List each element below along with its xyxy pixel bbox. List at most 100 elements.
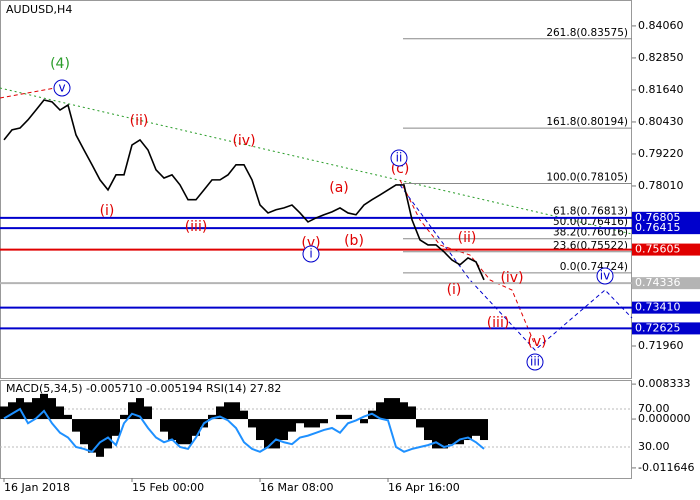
macd-bar bbox=[40, 393, 48, 420]
fibo-label: 261.8(0.83575) bbox=[546, 27, 628, 39]
wave-label: iv bbox=[600, 269, 610, 283]
macd-bar bbox=[336, 414, 344, 420]
level-label: 0.76805 bbox=[635, 211, 681, 224]
macd-bar bbox=[304, 419, 312, 428]
macd-bar bbox=[384, 398, 392, 420]
wave-label: (iv) bbox=[500, 270, 523, 286]
macd-bar bbox=[0, 406, 8, 420]
level-label: 0.72625 bbox=[635, 321, 681, 334]
wave-label: (iii) bbox=[487, 315, 510, 331]
macd-bar bbox=[192, 419, 200, 436]
macd-bar bbox=[248, 419, 256, 428]
macd-bar bbox=[448, 419, 456, 445]
macd-bar bbox=[392, 398, 400, 420]
wave-circle bbox=[302, 245, 320, 263]
macd-bar bbox=[464, 419, 472, 441]
macd-bar bbox=[312, 419, 320, 428]
y-tick-label: 0.79220 bbox=[638, 147, 684, 160]
wave-label: ii bbox=[396, 151, 403, 165]
macd-bar bbox=[64, 414, 72, 420]
macd-bar bbox=[240, 410, 248, 420]
level-tag bbox=[632, 222, 700, 235]
macd-bar bbox=[80, 419, 88, 445]
y-tick-label: 0.78010 bbox=[638, 179, 684, 192]
macd-bar bbox=[272, 419, 280, 449]
macd-bar bbox=[24, 402, 32, 420]
macd-bar bbox=[48, 398, 56, 420]
macd-bar bbox=[168, 419, 176, 441]
macd-bar bbox=[344, 414, 352, 420]
macd-bar bbox=[176, 419, 184, 445]
macd-bar bbox=[96, 419, 104, 457]
trend-line bbox=[0, 87, 633, 235]
macd-bar bbox=[120, 414, 128, 420]
level-label: 0.76415 bbox=[635, 221, 681, 234]
macd-bar bbox=[360, 419, 368, 424]
fibo-label: 61.8(0.76813) bbox=[553, 206, 628, 218]
level-label: 0.75605 bbox=[635, 243, 681, 256]
level-label: 0.73410 bbox=[635, 301, 681, 314]
macd-bar bbox=[216, 406, 224, 420]
macd-bar bbox=[432, 419, 440, 449]
y-tick-label: 0.81640 bbox=[638, 83, 684, 96]
level-tag bbox=[632, 243, 700, 256]
level-tag bbox=[632, 301, 700, 314]
macd-bar bbox=[144, 406, 152, 420]
wave-label: (i) bbox=[447, 282, 462, 298]
fibo-label: 38.2(0.76016) bbox=[553, 227, 628, 239]
macd-bar bbox=[56, 406, 64, 420]
rsi-line bbox=[3, 407, 485, 453]
indicator-title: MACD(5,34,5) -0.005710 -0.005194 RSI(14)… bbox=[6, 382, 281, 395]
macd-bar bbox=[480, 419, 488, 441]
macd-bar bbox=[128, 402, 136, 420]
macd-bar bbox=[160, 419, 168, 432]
x-tick-label: 16 Jan 2018 bbox=[4, 481, 70, 494]
x-tick-label: 15 Feb 00:00 bbox=[132, 481, 204, 494]
macd-bar bbox=[112, 419, 120, 436]
level-label: 0.74336 bbox=[635, 276, 681, 289]
y-tick-label: 0.71960 bbox=[638, 339, 684, 352]
macd-bar bbox=[296, 419, 304, 424]
wave-label: (ii) bbox=[458, 230, 477, 246]
level-tag bbox=[632, 211, 700, 224]
wave-label: i bbox=[309, 247, 312, 261]
macd-bar bbox=[224, 402, 232, 420]
y2-tick-label: 70.00 bbox=[638, 402, 670, 415]
macd-bar bbox=[472, 419, 480, 436]
wave-label: (ii) bbox=[130, 113, 149, 129]
y-tick-label: -0.011646 bbox=[638, 461, 694, 474]
wave-circle bbox=[53, 79, 71, 97]
wave-label: (4) bbox=[50, 56, 70, 72]
macd-bar bbox=[376, 402, 384, 420]
wave-label: v bbox=[58, 81, 65, 95]
macd-bar bbox=[400, 402, 408, 420]
y2-tick-label: 30.00 bbox=[638, 440, 670, 453]
y-tick-label: 0.82850 bbox=[638, 51, 684, 64]
macd-bar bbox=[104, 419, 112, 449]
macd-bar bbox=[136, 398, 144, 420]
wave-projection bbox=[399, 184, 633, 351]
wave-label: (iv) bbox=[232, 133, 255, 149]
x-tick-label: 16 Mar 08:00 bbox=[260, 481, 333, 494]
macd-bar bbox=[8, 402, 16, 420]
wave-label: (b) bbox=[344, 233, 364, 249]
chart-title: AUDUSD,H4 bbox=[6, 3, 72, 16]
wave-projection bbox=[399, 179, 536, 346]
macd-bar bbox=[208, 414, 216, 420]
wave-circle bbox=[526, 353, 544, 371]
wave-label: (a) bbox=[329, 180, 349, 196]
macd-bar bbox=[288, 419, 296, 432]
x-tick-label: 16 Apr 16:00 bbox=[388, 481, 460, 494]
indicator-frame bbox=[0, 380, 632, 479]
macd-bar bbox=[256, 419, 264, 441]
level-tag bbox=[632, 322, 700, 335]
macd-bar bbox=[184, 419, 192, 445]
main-frame bbox=[0, 0, 632, 379]
level-tag bbox=[632, 277, 700, 290]
macd-bar bbox=[264, 419, 272, 449]
fibo-label: 50.0(0.76416) bbox=[553, 216, 628, 228]
macd-bar bbox=[32, 398, 40, 420]
wave-label: (v) bbox=[527, 334, 546, 350]
y-tick-label: 0.000000 bbox=[638, 412, 691, 425]
